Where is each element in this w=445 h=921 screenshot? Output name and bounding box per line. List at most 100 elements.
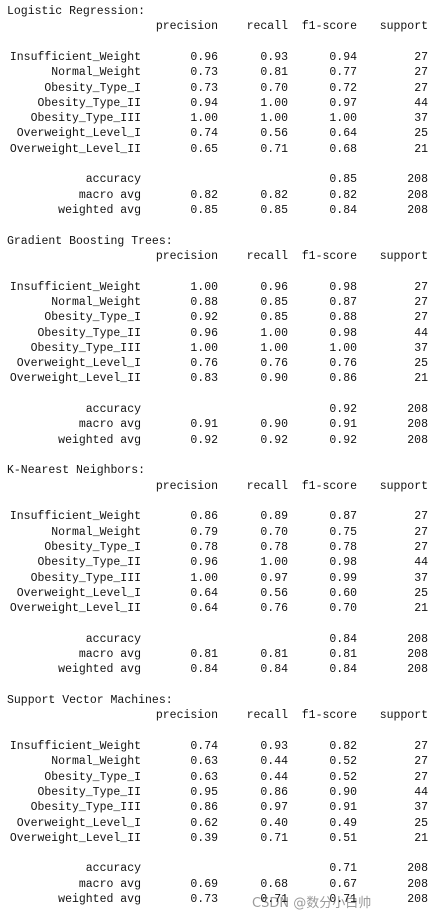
class-label: Obesity_Type_II bbox=[37, 326, 141, 340]
metric-cell: 0.97 bbox=[260, 801, 288, 815]
metric-cell: 0.76 bbox=[190, 357, 218, 371]
metric-cell: 0.71 bbox=[260, 831, 288, 845]
metric-cell: 0.76 bbox=[260, 602, 288, 616]
class-label: Overweight_Level_II bbox=[9, 142, 141, 156]
metric-cell: 0.67 bbox=[329, 877, 357, 891]
class-label: Insufficient_Weight bbox=[9, 510, 141, 524]
metric-cell: 0.98 bbox=[329, 326, 357, 340]
metric-cell: 0.68 bbox=[329, 142, 357, 156]
column-header: f1-score bbox=[301, 250, 357, 263]
metric-cell: 0.87 bbox=[329, 295, 357, 309]
column-header: precision bbox=[155, 20, 218, 34]
metric-cell: 44 bbox=[414, 785, 428, 799]
metric-cell: 0.90 bbox=[260, 418, 288, 432]
metric-cell: 0.93 bbox=[260, 50, 288, 64]
class-label: Obesity_Type_III bbox=[30, 571, 141, 585]
metric-cell: 0.85 bbox=[260, 295, 288, 309]
metric-cell: 0.88 bbox=[190, 295, 218, 309]
metric-cell: 0.90 bbox=[329, 785, 357, 799]
metric-cell: 0.92 bbox=[190, 311, 218, 325]
metric-cell: 1.00 bbox=[190, 341, 218, 355]
metric-cell: 21 bbox=[414, 831, 428, 845]
metric-cell: 27 bbox=[414, 755, 428, 769]
metric-cell: 208 bbox=[407, 433, 428, 447]
summary-label: weighted avg bbox=[58, 203, 141, 217]
metric-cell: 0.81 bbox=[260, 648, 288, 661]
metric-cell: 0.64 bbox=[190, 586, 218, 600]
column-header: recall bbox=[246, 20, 288, 34]
metric-cell: 0.86 bbox=[190, 801, 218, 815]
metric-cell: 44 bbox=[414, 556, 428, 570]
summary-label: weighted avg bbox=[58, 663, 141, 677]
column-header: recall bbox=[246, 479, 288, 493]
summary-label: macro avg bbox=[78, 877, 141, 891]
class-label: Insufficient_Weight bbox=[9, 50, 141, 64]
metric-cell: 0.81 bbox=[260, 66, 288, 80]
metric-cell: 27 bbox=[414, 295, 428, 309]
metric-cell: 208 bbox=[407, 418, 428, 432]
class-label: Normal_Weight bbox=[51, 755, 141, 769]
metric-cell: 0.87 bbox=[329, 510, 357, 524]
metric-cell: 208 bbox=[407, 862, 428, 876]
class-label: Normal_Weight bbox=[51, 295, 141, 309]
metric-cell: 44 bbox=[414, 326, 428, 340]
metric-cell: 1.00 bbox=[190, 280, 218, 294]
metric-cell: 0.65 bbox=[190, 142, 218, 156]
metric-cell: 0.71 bbox=[260, 893, 288, 906]
metric-cell: 0.83 bbox=[190, 372, 218, 386]
class-label: Normal_Weight bbox=[51, 525, 141, 539]
metric-cell: 0.69 bbox=[190, 877, 218, 891]
metric-cell: 0.91 bbox=[190, 418, 218, 432]
metric-cell: 0.84 bbox=[190, 663, 218, 677]
metric-cell: 0.94 bbox=[190, 96, 218, 110]
column-header: f1-score bbox=[301, 479, 357, 493]
metric-cell: 0.84 bbox=[260, 663, 288, 677]
metric-cell: 1.00 bbox=[260, 556, 288, 570]
metric-cell: 0.81 bbox=[190, 648, 218, 661]
metric-cell: 208 bbox=[407, 877, 428, 891]
class-label: Obesity_Type_I bbox=[44, 311, 141, 325]
metric-cell: 0.97 bbox=[260, 571, 288, 585]
metric-cell: 27 bbox=[414, 66, 428, 80]
metric-cell: 0.56 bbox=[260, 127, 288, 141]
metric-cell: 208 bbox=[407, 403, 428, 416]
metric-cell: 0.85 bbox=[260, 311, 288, 325]
metric-cell: 0.63 bbox=[190, 770, 218, 784]
metric-cell: 0.95 bbox=[190, 785, 218, 799]
metric-cell: 27 bbox=[414, 50, 428, 64]
report-title: Logistic Regression: bbox=[7, 5, 146, 18]
report-title: Support Vector Machines: bbox=[7, 694, 173, 708]
metric-cell: 21 bbox=[414, 602, 428, 616]
metric-cell: 0.96 bbox=[190, 326, 218, 340]
metric-cell: 1.00 bbox=[329, 341, 357, 355]
watermark: CSDN @数分小白帅 bbox=[252, 896, 372, 911]
metric-cell: 37 bbox=[414, 341, 428, 355]
metric-cell: 0.90 bbox=[260, 372, 288, 386]
metric-cell: 0.73 bbox=[190, 893, 218, 906]
metric-cell: 0.82 bbox=[190, 188, 218, 202]
class-label: Obesity_Type_II bbox=[37, 96, 141, 110]
class-label: Overweight_Level_I bbox=[16, 357, 141, 371]
summary-label: accuracy bbox=[85, 173, 141, 187]
metric-cell: 0.52 bbox=[329, 770, 357, 784]
summary-label: weighted avg bbox=[58, 433, 141, 447]
summary-label: accuracy bbox=[85, 862, 141, 876]
metric-cell: 1.00 bbox=[260, 96, 288, 110]
metric-cell: 0.82 bbox=[329, 188, 357, 202]
column-header: precision bbox=[155, 250, 218, 263]
metric-cell: 0.49 bbox=[329, 816, 357, 830]
metric-cell: 1.00 bbox=[329, 112, 357, 126]
summary-label: macro avg bbox=[78, 418, 141, 432]
metric-cell: 0.39 bbox=[190, 831, 218, 845]
metric-cell: 25 bbox=[414, 586, 428, 600]
metric-cell: 27 bbox=[414, 740, 428, 753]
metric-cell: 1.00 bbox=[260, 112, 288, 126]
metric-cell: 27 bbox=[414, 311, 428, 325]
metric-cell: 0.71 bbox=[260, 142, 288, 156]
report-title: K-Nearest Neighbors: bbox=[7, 464, 146, 478]
metric-cell: 0.96 bbox=[190, 556, 218, 570]
metric-cell: 0.78 bbox=[329, 540, 357, 554]
metric-cell: 21 bbox=[414, 372, 428, 386]
class-label: Obesity_Type_I bbox=[44, 540, 141, 554]
